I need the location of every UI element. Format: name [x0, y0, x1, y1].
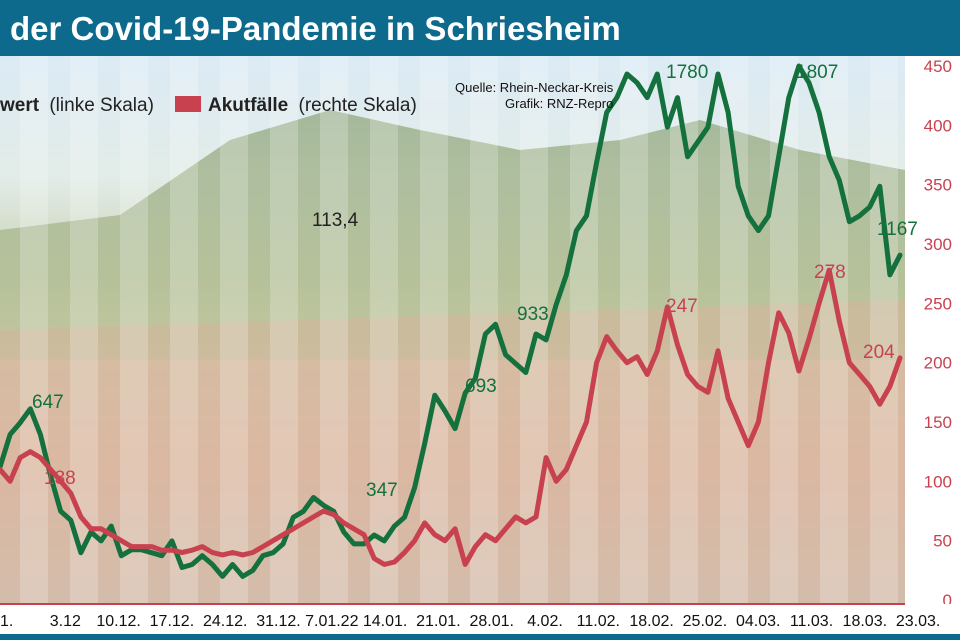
- stripe: [170, 56, 198, 604]
- stripe: [570, 56, 598, 604]
- svg-text:wert (linke Skala): wert (linke Skala): [0, 95, 154, 116]
- x-tick-label: 04.03.: [736, 613, 780, 630]
- legend-series1-name: wert: [0, 95, 40, 116]
- background-veil: [0, 56, 905, 604]
- x-tick-label: 21.01.: [416, 613, 460, 630]
- x-tick-label: 17.12.: [150, 613, 194, 630]
- stripe: [620, 56, 648, 604]
- hill-shape: [0, 110, 905, 360]
- y-tick-label: 250: [924, 294, 952, 313]
- y-tick-label: 350: [924, 176, 952, 195]
- x-tick-label: 25.02.: [683, 613, 727, 630]
- annotation-204: 204: [863, 342, 895, 363]
- x-tick-label: 10.12.: [96, 613, 140, 630]
- right-axis-panel: [905, 56, 960, 604]
- legend-series2-scale: (rechte Skala): [299, 95, 417, 116]
- annotation-113-4: 113,4: [312, 210, 359, 231]
- chart-title: der Covid-19-Pandemie in Schriesheim: [10, 10, 621, 47]
- svg-text:Akutfälle (rechte Skal: Akutfälle (rechte Skala): [208, 95, 417, 116]
- x-tick-label: 3.12: [50, 613, 81, 630]
- annotation-138: 138: [44, 468, 76, 489]
- annotation-933: 933: [517, 304, 549, 325]
- bottom-banner-edge: [0, 634, 960, 640]
- stripe: [370, 56, 398, 604]
- annotation-1167: 1167: [877, 219, 918, 240]
- stripe: [470, 56, 498, 604]
- y-tick-label: 200: [924, 354, 952, 373]
- x-tick-label: 14.01.: [363, 613, 407, 630]
- stripe: [420, 56, 448, 604]
- annotation-347: 347: [366, 480, 398, 501]
- y-tick-label: 400: [924, 116, 952, 135]
- x-tick-label: 23.03.: [896, 613, 940, 630]
- legend-swatch-akutfaelle: [175, 96, 201, 112]
- x-tick-label: 18.02.: [629, 613, 673, 630]
- stripe: [20, 56, 48, 604]
- x-tick-label: 1.: [0, 613, 13, 630]
- stripe: [220, 56, 248, 604]
- annotation-278: 278: [814, 262, 846, 283]
- series-line-akutfaelle: [0, 267, 903, 567]
- legend-series1-scale: (linke Skala): [49, 95, 154, 116]
- y-tick-label: 50: [933, 532, 952, 551]
- x-tick-label: 18.03.: [843, 613, 887, 630]
- x-tick-label: 11.02.: [577, 613, 620, 630]
- series-line-wert: [0, 63, 903, 579]
- stripe: [270, 56, 298, 604]
- annotation-247: 247: [666, 296, 698, 317]
- y-tick-label: 450: [924, 57, 952, 76]
- y-axis-right: 0 50 100 150 200 250 300 350 400 450: [924, 57, 952, 610]
- stripe: [520, 56, 548, 604]
- x-tick-label: 7.01.22: [305, 613, 358, 630]
- column-stripes: [20, 56, 948, 604]
- stripe: [120, 56, 148, 604]
- annotation-1807: 1807: [796, 62, 838, 83]
- y-tick-label: 150: [924, 413, 952, 432]
- annotation-647: 647: [32, 392, 64, 413]
- stripe: [870, 56, 898, 604]
- x-axis: 1. 3.12 10.12. 17.12. 24.12. 31.12. 7.01.22 14.…: [0, 613, 940, 630]
- source-line-2: Grafik: RNZ-Repro: [505, 96, 613, 111]
- x-tick-label: 11.03.: [790, 613, 833, 630]
- x-tick-label: 4.02.: [527, 613, 563, 630]
- x-tick-label: 28.01.: [469, 613, 513, 630]
- source-line-1: Quelle: Rhein-Neckar-Kreis: [455, 80, 614, 95]
- town-shape: [0, 300, 905, 604]
- y-tick-label: 100: [924, 472, 952, 491]
- legend-series2-name: Akutfälle: [208, 95, 288, 116]
- y-tick-label: 300: [924, 235, 952, 254]
- x-tick-label: 24.12.: [203, 613, 247, 630]
- stripe: [70, 56, 98, 604]
- bottom-axis-panel: [0, 604, 960, 634]
- annotation-1780: 1780: [666, 62, 708, 83]
- x-tick-label: 31.12.: [256, 613, 300, 630]
- y-tick-label: 0: [943, 591, 952, 610]
- title-banner: [0, 0, 960, 56]
- annotation-693: 693: [465, 376, 497, 397]
- legend: wert (linke Skala) Akutfälle (rechte Ska…: [0, 95, 417, 116]
